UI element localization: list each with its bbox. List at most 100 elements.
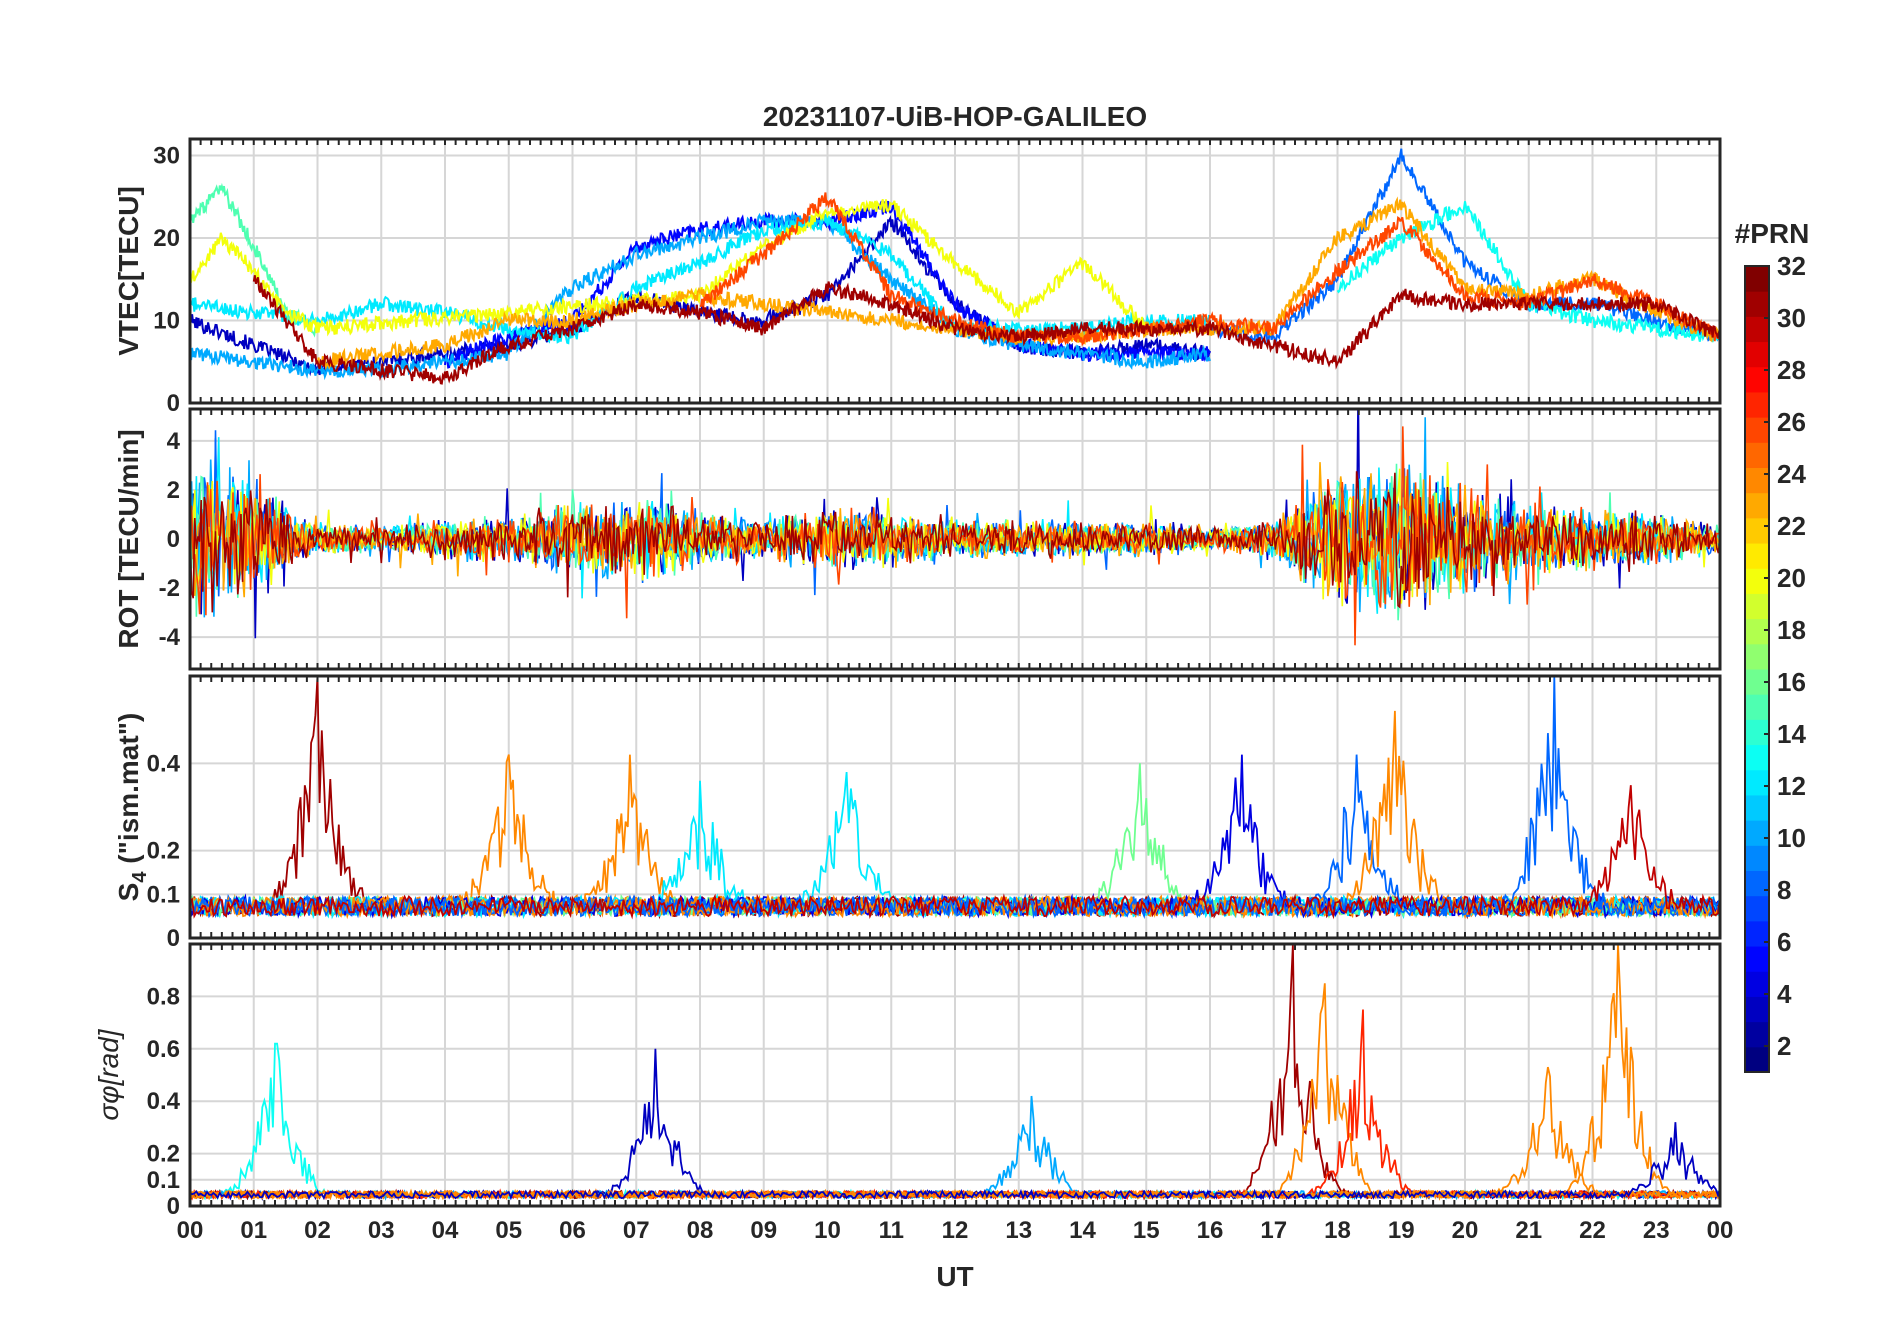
colorbar-band: [1745, 895, 1769, 922]
x-tick-label: 05: [495, 1217, 522, 1244]
x-tick-label: 21: [1515, 1217, 1542, 1244]
ylabel-s4-main: S: [113, 883, 144, 902]
colorbar-band: [1745, 492, 1769, 519]
colorbar-band: [1745, 366, 1769, 393]
colorbar-band: [1745, 1021, 1769, 1048]
series-line-prn-31: [190, 471, 1720, 613]
x-tick-label: 15: [1133, 1217, 1160, 1244]
y-tick-label: 0.4: [147, 750, 181, 777]
panel-rot: -4 -2 0 2 4: [159, 407, 1722, 671]
colorbar-tick-label: 26: [1777, 407, 1806, 437]
axes-box: [188, 942, 1722, 1208]
x-tick-label: 19: [1388, 1217, 1415, 1244]
y-tick-label: 0.1: [147, 881, 180, 908]
colorbar-band: [1745, 946, 1769, 972]
colorbar-band: [1745, 996, 1769, 1023]
colorbar-band: [1745, 618, 1769, 645]
colorbar-tick-label: 10: [1777, 823, 1806, 853]
ylabel-s4: S4 ("ism.mat"): [113, 713, 151, 902]
series-line-prn-8: [190, 676, 1720, 920]
y-tick-label: 0.4: [147, 1088, 181, 1115]
x-tick-label: 16: [1197, 1217, 1224, 1244]
ylabel-s4-rest: ("ism.mat"): [113, 713, 144, 872]
colorbar-tick-label: 14: [1777, 719, 1806, 749]
panel-sigma_phi: 00.10.2 0.4 0.6 0.8: [147, 942, 1722, 1220]
colorbar-band: [1745, 467, 1769, 494]
ylabel-sigma_phi: σφ[rad]: [93, 1028, 124, 1120]
colorbar-band: [1745, 442, 1769, 468]
colorbar-frame: [1744, 265, 1770, 1073]
colorbar-tick-label: 28: [1777, 355, 1806, 385]
colorbar-tick-label: 20: [1777, 563, 1806, 593]
y-tick-label: 0: [167, 1193, 180, 1220]
y-tick-label: 2: [167, 477, 180, 504]
x-tick-label: 22: [1579, 1217, 1606, 1244]
series-line-prn-26: [699, 192, 1720, 347]
y-tick-label: 4: [167, 428, 181, 455]
x-tick-label: 13: [1005, 1217, 1032, 1244]
colorbar-band: [1745, 543, 1769, 569]
x-tick-label: 02: [304, 1217, 331, 1244]
x-tick-label: 14: [1069, 1217, 1096, 1244]
y-tick-label: 0: [167, 526, 180, 553]
colorbar-band: [1745, 744, 1769, 771]
x-tick-label: 12: [942, 1217, 969, 1244]
y-tick-label: 10: [153, 308, 180, 335]
series-line-prn-12: [190, 213, 1211, 345]
x-axis-label: UT: [936, 1261, 973, 1292]
colorbar-band: [1745, 769, 1769, 796]
series-group: [190, 944, 1720, 1201]
panel-vtec: 0 10 20 30: [153, 137, 1722, 417]
colorbar-tick-label: 18: [1777, 615, 1806, 645]
colorbar-band: [1745, 971, 1769, 997]
colorbar-tick-label: 12: [1777, 771, 1806, 801]
colorbar-band: [1745, 391, 1769, 418]
x-tick-label: 06: [559, 1217, 586, 1244]
series-line-prn-30: [190, 785, 1720, 920]
colorbar-tick-label: 2: [1777, 1031, 1791, 1061]
axes-box: [188, 674, 1722, 940]
colorbar-band: [1745, 266, 1769, 292]
y-tick-label: 30: [153, 143, 180, 170]
colorbar-band: [1745, 845, 1769, 871]
colorbar-tick-label: 30: [1777, 303, 1806, 333]
colorbar-band: [1745, 517, 1769, 544]
x-tick-labels: 00 01 02 03 04 05 06 07 08 09 10 11 12 13 14 15 16 17 18 19…: [177, 1217, 1734, 1244]
colorbar-band: [1745, 820, 1769, 846]
series-line-prn-8: [1209, 148, 1720, 345]
series-line-prn-20: [190, 461, 1720, 607]
colorbar-band: [1745, 341, 1769, 368]
ylabel-s4-sub: 4: [129, 871, 151, 883]
colorbar-band: [1745, 291, 1769, 317]
colorbar-band: [1745, 1046, 1769, 1073]
colorbar-band: [1745, 593, 1769, 620]
x-tick-label: 23: [1643, 1217, 1670, 1244]
y-tick-label: -2: [159, 575, 180, 602]
y-tick-label: 0.1: [147, 1167, 180, 1194]
axes-box: [188, 407, 1722, 671]
y-tick-label: 0.2: [147, 838, 180, 865]
axes-box: [188, 137, 1722, 405]
colorbar-band: [1745, 316, 1769, 343]
colorbar-band: [1745, 568, 1769, 594]
y-tick-label: 20: [153, 225, 180, 252]
x-tick-label: 11: [879, 1217, 904, 1244]
series-line-prn-10: [190, 210, 1211, 381]
y-tick-label: 0: [167, 925, 180, 952]
colorbar-band: [1745, 694, 1769, 720]
x-tick-label: 20: [1452, 1217, 1479, 1244]
series-group: [190, 148, 1720, 385]
colorbar-tick-label: 6: [1777, 927, 1791, 957]
x-tick-label: 08: [687, 1217, 714, 1244]
x-tick-label: 10: [814, 1217, 841, 1244]
y-tick-label: 0.2: [147, 1141, 180, 1168]
y-tick-label: 0: [167, 390, 180, 417]
colorbar-title: #PRN: [1735, 218, 1810, 249]
colorbar-tick-label: 8: [1777, 875, 1791, 905]
series-line-prn-15: [190, 182, 319, 338]
x-tick-label: 03: [368, 1217, 395, 1244]
colorbar-tick-label: 32: [1777, 251, 1806, 281]
x-tick-label: 00: [177, 1217, 204, 1244]
